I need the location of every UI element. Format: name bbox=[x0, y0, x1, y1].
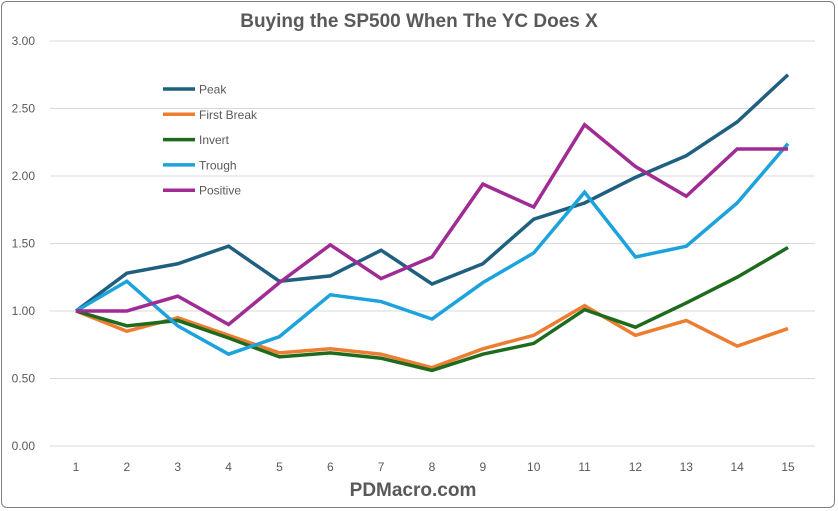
series-line-peak bbox=[74, 73, 790, 313]
x-tick-label: 1 bbox=[73, 460, 80, 474]
x-tick-label: 15 bbox=[781, 460, 795, 474]
y-tick-label: 2.00 bbox=[12, 169, 36, 183]
series-line-positive bbox=[76, 122, 788, 327]
legend-label: Peak bbox=[199, 83, 227, 97]
x-tick-label: 2 bbox=[124, 460, 131, 474]
x-tick-label: 8 bbox=[429, 460, 436, 474]
x-tick-label: 7 bbox=[378, 460, 385, 474]
x-tick-label: 4 bbox=[225, 460, 232, 474]
series-line-trough bbox=[75, 142, 790, 357]
x-tick-label: 6 bbox=[327, 460, 334, 474]
x-tick-label: 11 bbox=[578, 460, 591, 474]
x-tick-label: 10 bbox=[527, 460, 541, 474]
y-tick-label: 0.00 bbox=[12, 439, 36, 453]
x-tick-label: 9 bbox=[480, 460, 487, 474]
legend-label: Positive bbox=[199, 184, 241, 198]
x-tick-label: 13 bbox=[680, 460, 694, 474]
legend-label: Invert bbox=[199, 133, 230, 147]
chart-title: Buying the SP500 When The YC Does X bbox=[240, 11, 598, 32]
x-tick-label: 12 bbox=[629, 460, 643, 474]
legend-label: Trough bbox=[199, 158, 237, 172]
x-axis-label: PDMacro.com bbox=[350, 480, 477, 501]
x-tick-label: 14 bbox=[730, 460, 744, 474]
y-tick-label: 0.50 bbox=[12, 372, 36, 386]
y-tick-label: 1.50 bbox=[12, 237, 36, 251]
series-line-invert bbox=[75, 246, 789, 373]
y-tick-label: 1.00 bbox=[12, 304, 36, 318]
x-tick-label: 5 bbox=[276, 460, 283, 474]
legend-label: First Break bbox=[199, 108, 258, 122]
y-tick-label: 3.00 bbox=[12, 34, 36, 48]
y-tick-label: 2.50 bbox=[12, 102, 36, 116]
x-tick-label: 3 bbox=[174, 460, 181, 474]
series-line-first-break bbox=[75, 303, 789, 370]
